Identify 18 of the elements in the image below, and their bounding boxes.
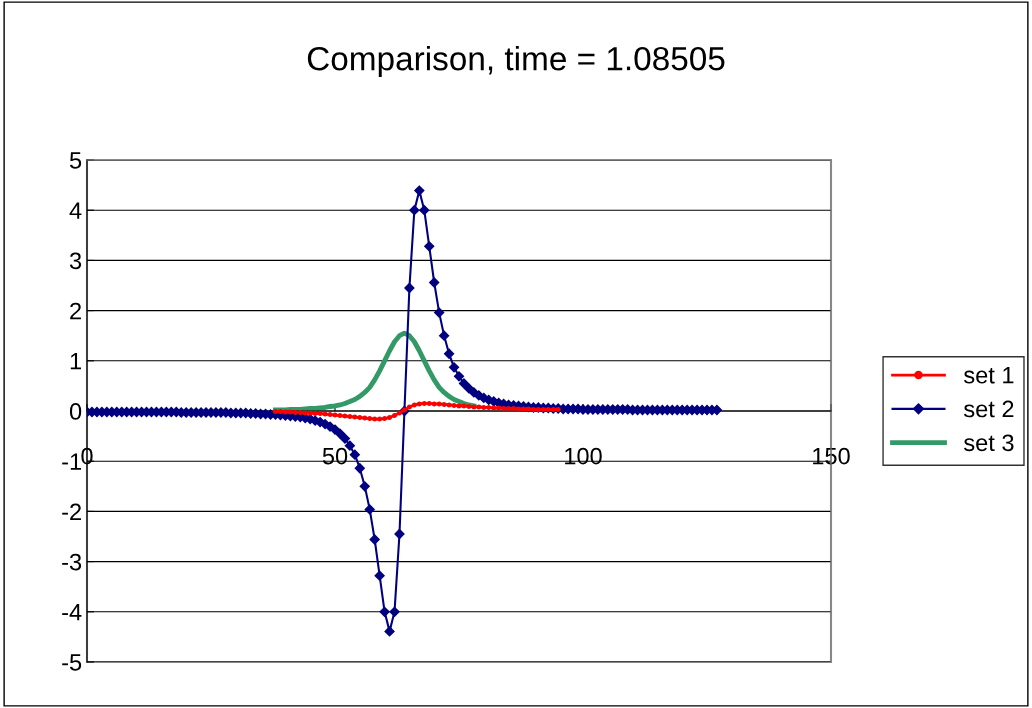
y-tick-label: -2 xyxy=(62,503,81,520)
legend-label: set 1 xyxy=(964,367,1014,384)
x-tick-label: 150 xyxy=(813,447,850,465)
legend-label: set 2 xyxy=(964,400,1014,418)
y-tick-label: 4 xyxy=(69,202,82,219)
y-tick-label: -1 xyxy=(62,453,81,470)
y-tick-label: -4 xyxy=(62,604,82,621)
x-tick-label: 50 xyxy=(322,447,348,465)
y-tick-label: -5 xyxy=(62,654,82,671)
y-tick-label: 3 xyxy=(69,252,82,270)
x-tick-label: 100 xyxy=(565,447,602,465)
chart-title: Comparison, time = 1.08505 xyxy=(307,46,725,78)
y-tick-label: 2 xyxy=(70,302,81,320)
y-tick-label: 5 xyxy=(69,152,82,169)
legend-label: set 3 xyxy=(964,434,1014,452)
y-tick-label: 0 xyxy=(69,403,82,420)
y-tick-label: 1 xyxy=(70,353,81,370)
y-tick-label: -3 xyxy=(62,553,82,571)
